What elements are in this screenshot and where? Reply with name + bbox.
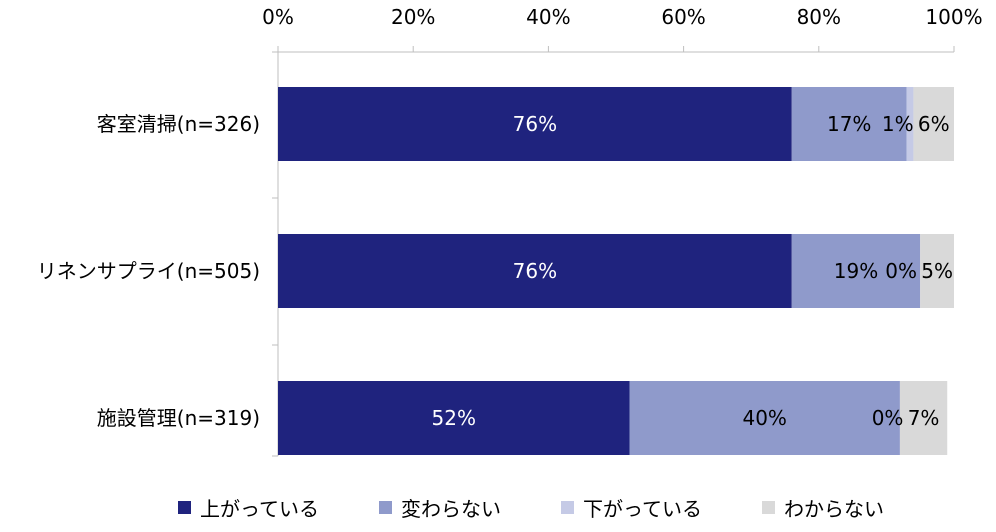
data-label: 6% [918,112,950,136]
legend-swatch-down [561,501,574,514]
bar-segment [278,381,630,455]
data-label: 17% [827,112,871,136]
category-label: リネンサプライ(n=505) [37,259,260,283]
bar-segment [899,381,948,455]
x-tick-label: 0% [262,5,294,29]
legend-label-down: 下がっている [583,497,702,521]
x-tick-label: 20% [391,5,435,29]
data-label: 76% [513,112,557,136]
x-tick-label: 80% [797,5,841,29]
legend-item-down: 下がっている [561,493,702,522]
bar-segment [906,87,914,161]
legend-swatch-unknown [762,501,775,514]
bar-segment [920,234,954,308]
legend-swatch-up [178,501,191,514]
legend: 上がっている 変わらない 下がっている わからない [178,493,884,522]
legend-label-same: 変わらない [401,497,501,521]
bar-segment [278,87,792,161]
legend-item-same: 変わらない [379,493,501,522]
x-tick-label: 60% [661,5,705,29]
legend-swatch-same [379,501,392,514]
data-label: 19% [834,259,878,283]
data-label: 52% [432,406,476,430]
bar-segment [913,87,954,161]
data-label: 7% [908,406,940,430]
data-label: 40% [742,406,786,430]
bar-segment [791,234,921,308]
x-tick-label: 100% [925,5,982,29]
data-label: 0% [872,406,904,430]
legend-item-up: 上がっている [178,493,319,522]
legend-label-unknown: わからない [784,497,884,521]
data-label: 1% [882,112,914,136]
bar-segment [791,87,907,161]
category-label: 客室清掃(n=326) [97,112,260,136]
data-label: 76% [513,259,557,283]
category-label: 施設管理(n=319) [97,406,260,430]
data-label: 5% [921,259,953,283]
bar-segment [629,381,900,455]
legend-label-up: 上がっている [200,497,319,521]
legend-item-unknown: わからない [762,493,884,522]
bar-segment [278,234,792,308]
data-label: 0% [885,259,917,283]
x-tick-label: 40% [526,5,570,29]
